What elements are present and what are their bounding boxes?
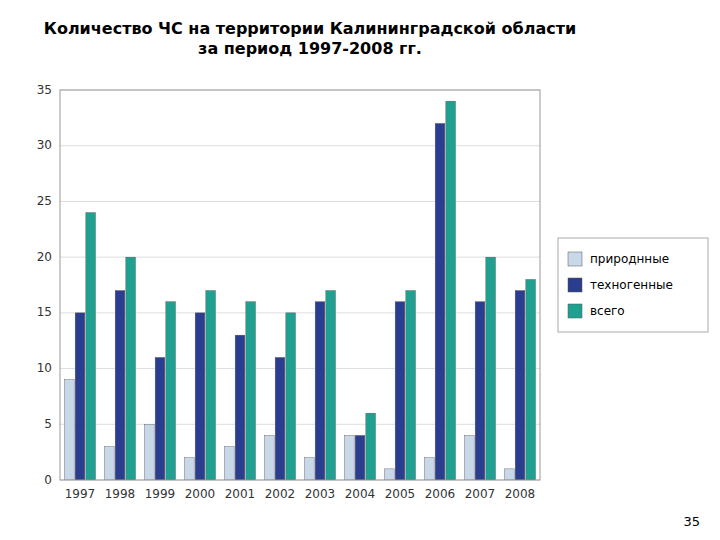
bar (526, 279, 536, 480)
x-tick-label: 2000 (185, 487, 216, 501)
bar (105, 447, 115, 480)
y-tick-label: 30 (37, 138, 52, 152)
bar (235, 335, 245, 480)
legend-box (558, 238, 708, 332)
x-tick-label: 1999 (145, 487, 176, 501)
x-tick-label: 2002 (265, 487, 296, 501)
bar (75, 313, 85, 480)
bar (406, 291, 416, 480)
bar (65, 380, 75, 480)
y-tick-label: 5 (44, 417, 52, 431)
legend-swatch (568, 278, 582, 292)
bar (206, 291, 216, 480)
bar (155, 357, 165, 480)
x-tick-label: 1998 (105, 487, 136, 501)
bar (265, 435, 275, 480)
title-line: Количество ЧС на территории Калининградс… (44, 19, 576, 38)
bar (246, 302, 256, 480)
bar (465, 435, 475, 480)
bar (515, 291, 525, 480)
x-tick-label: 1997 (65, 487, 96, 501)
bar (315, 302, 325, 480)
chart: 0 5 10 15 20 25 30 35 1997 1998 1999 2000 2001 2002 20… (0, 0, 720, 540)
y-tick-label: 10 (37, 361, 52, 375)
bar (145, 424, 155, 480)
y-tick-label: 15 (37, 305, 52, 319)
legend-label: всего (590, 304, 625, 318)
y-tick-label: 35 (37, 83, 52, 97)
grid-line (60, 145, 540, 146)
bar (475, 302, 485, 480)
title-line: за период 1997-2008 гг. (198, 39, 422, 58)
bar (275, 357, 285, 480)
bar (225, 447, 235, 480)
bar (326, 291, 336, 480)
legend-label: природнные (590, 252, 669, 266)
bar (486, 257, 496, 480)
legend-label: техногенные (590, 278, 673, 292)
bar (185, 458, 195, 480)
y-tick-label: 25 (37, 194, 52, 208)
bars (65, 101, 536, 480)
x-tick-label: 2003 (305, 487, 336, 501)
bar (126, 257, 136, 480)
x-tick-label: 2007 (465, 487, 496, 501)
bar (286, 313, 296, 480)
bar (305, 458, 315, 480)
bar (385, 469, 395, 480)
bar (195, 313, 205, 480)
bar (86, 213, 96, 480)
legend: природнные техногенные всего (558, 238, 708, 332)
plot-frame (60, 90, 540, 480)
bar (345, 435, 355, 480)
bar (366, 413, 376, 480)
bar (425, 458, 435, 480)
y-tick-label: 0 (44, 473, 52, 487)
x-tick-label: 2004 (345, 487, 376, 501)
bar (355, 435, 365, 480)
bar (395, 302, 405, 480)
legend-swatch (568, 252, 582, 266)
bar (166, 302, 176, 480)
grid-line (60, 201, 540, 202)
x-tick-label: 2005 (385, 487, 416, 501)
x-tick-label: 2006 (425, 487, 456, 501)
x-tick-label: 2001 (225, 487, 256, 501)
bar (115, 291, 125, 480)
bar (435, 123, 445, 480)
bar (505, 469, 515, 480)
x-tick-label: 2008 (505, 487, 536, 501)
bar (446, 101, 456, 480)
title: Количество ЧС на территории Калининградс… (44, 19, 576, 58)
legend-swatch (568, 304, 582, 318)
page-number: 35 (683, 514, 700, 529)
y-tick-label: 20 (37, 250, 52, 264)
